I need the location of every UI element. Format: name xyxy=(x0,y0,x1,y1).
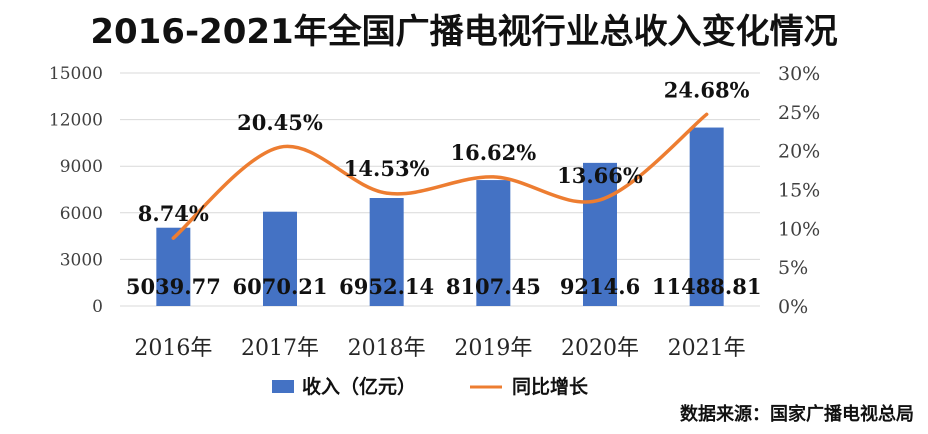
growth-point xyxy=(171,236,175,240)
line-data-label: 20.45% xyxy=(237,110,323,135)
growth-line xyxy=(171,112,709,240)
y-right-tick-label: 30% xyxy=(778,63,820,85)
y-right-tick-label: 15% xyxy=(778,180,820,202)
bar xyxy=(583,162,617,306)
growth-point xyxy=(278,145,282,149)
growth-point xyxy=(491,175,495,179)
y-left-tick-label: 0 xyxy=(92,297,103,317)
bar xyxy=(369,198,404,306)
y-left-tick-label: 3000 xyxy=(60,250,103,270)
bar-data-label: 9214.6 xyxy=(560,274,640,299)
y-left-tick-label: 6000 xyxy=(60,204,103,224)
legend-label-line: 同比增长 xyxy=(512,375,589,398)
bar-data-label: 6070.21 xyxy=(233,274,328,299)
x-tick-label: 2020年 xyxy=(561,336,639,361)
line-data-label: 8.74% xyxy=(138,201,209,226)
line-data-label: 14.53% xyxy=(344,156,430,181)
x-tick-label: 2018年 xyxy=(348,336,426,361)
y-right-tick-label: 5% xyxy=(778,257,808,279)
y-right-tick-label: 20% xyxy=(778,141,820,163)
y-right-tick-label: 10% xyxy=(778,218,820,240)
x-tick-label: 2017年 xyxy=(241,336,319,361)
growth-point xyxy=(385,191,389,195)
y-right-tick-label: 0% xyxy=(778,296,808,318)
y-left-tick-label: 9000 xyxy=(60,157,103,177)
x-tick-label: 2016年 xyxy=(134,336,212,361)
bar xyxy=(156,227,191,306)
source-note: 数据来源：国家广播电视总局 xyxy=(680,404,914,425)
bar-data-label: 8107.45 xyxy=(446,274,541,299)
x-tick-label: 2021年 xyxy=(668,336,746,361)
line-data-label: 16.62% xyxy=(450,140,536,165)
line-data-label: 13.66% xyxy=(557,163,643,188)
y-left-tick-label: 15000 xyxy=(49,64,103,84)
legend-label-bar: 收入（亿元） xyxy=(302,375,416,398)
line-data-label: 24.68% xyxy=(664,77,750,102)
bar xyxy=(263,211,297,306)
y-right-tick-label: 25% xyxy=(778,102,820,124)
bar-data-label: 5039.77 xyxy=(126,274,221,299)
legend-swatch-bar xyxy=(272,380,294,393)
bar xyxy=(689,127,724,306)
growth-point xyxy=(598,198,602,202)
y-left-tick-label: 12000 xyxy=(49,111,103,131)
bar-data-label: 6952.14 xyxy=(339,274,434,299)
x-tick-label: 2019年 xyxy=(454,336,532,361)
growth-point xyxy=(705,112,709,116)
chart-title: 2016-2021年全国广播电视行业总收入变化情况 xyxy=(90,12,838,52)
bar-data-label: 11488.81 xyxy=(652,274,762,299)
bar xyxy=(476,180,511,306)
